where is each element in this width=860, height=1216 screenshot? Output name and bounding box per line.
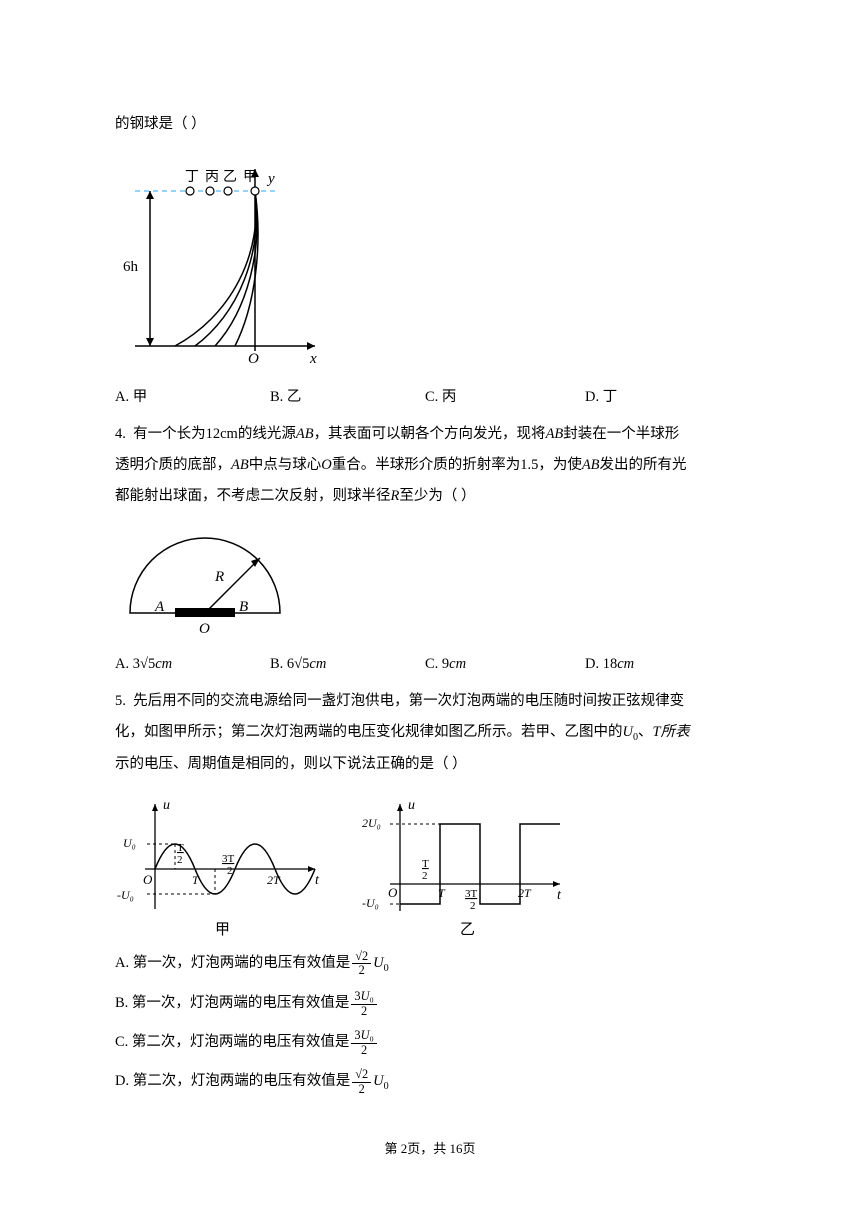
svg-text:2: 2 — [422, 870, 428, 882]
svg-text:U₀: U₀ — [123, 836, 136, 850]
q5-line1: 5. 先后用不同的交流电源给同一盏灯泡供电，第一次灯泡两端的电压随时间按正弦规律… — [115, 687, 745, 716]
svg-text:T: T — [438, 886, 446, 900]
q4-opt-d[interactable]: D. 18cm — [585, 650, 745, 679]
label-6h: 6h — [123, 259, 139, 275]
q4-figure: R A B O — [115, 523, 745, 638]
svg-text:T: T — [192, 873, 200, 887]
q5-charts: u t O U₀ -U₀ T 2 T 3T 2 2T 甲 u t O 2U₀ -… — [115, 789, 745, 939]
svg-text:2: 2 — [177, 854, 183, 866]
svg-text:3T: 3T — [222, 853, 235, 865]
q4-line3: 都能射出球面，不考虑二次反射，则球半径R至少为（ ） — [115, 482, 745, 511]
svg-text:3T: 3T — [465, 888, 478, 900]
label-y: y — [266, 171, 275, 187]
svg-text:2T: 2T — [518, 886, 532, 900]
page-footer: 第 2页，共 16页 — [0, 1136, 860, 1162]
q5-opt-b[interactable]: B. 第一次，灯泡两端的电压有效值是3U₀2 — [115, 989, 745, 1018]
label-A: A — [154, 599, 165, 615]
svg-text:-U₀: -U₀ — [362, 896, 379, 910]
chart-yi: u t O 2U₀ -U₀ T 2 T 3T 2 2T 乙 — [360, 789, 575, 939]
label-B: B — [239, 599, 248, 615]
label-bing: 丙 — [205, 170, 219, 185]
q4-opt-a[interactable]: A. 3√5cm — [115, 650, 270, 679]
svg-text:t: t — [557, 888, 562, 903]
q3-opt-b[interactable]: B. 乙 — [270, 383, 425, 412]
svg-text:t: t — [315, 873, 320, 888]
q4-line1: 4. 有一个长为12cm的线光源AB，其表面可以朝各个方向发光，现将AB封装在一… — [115, 420, 745, 449]
q5-line2: 化，如图甲所示；第二次灯泡两端的电压变化规律如图乙所示。若甲、乙图中的U0、T所… — [115, 718, 745, 748]
svg-text:2U₀: 2U₀ — [362, 816, 381, 830]
svg-text:-U₀: -U₀ — [117, 888, 134, 902]
label-jia: 甲 — [243, 170, 257, 185]
svg-text:O: O — [388, 885, 398, 900]
q5-opt-d[interactable]: D. 第二次，灯泡两端的电压有效值是√22U0 — [115, 1067, 745, 1097]
q4-opt-c[interactable]: C. 9cm — [425, 650, 585, 679]
q4-options: A. 3√5cm B. 6√5cm C. 9cm D. 18cm — [115, 650, 745, 679]
q4-opt-b[interactable]: B. 6√5cm — [270, 650, 425, 679]
q4-line2: 透明介质的底部，AB中点与球心O重合。半球形介质的折射率为1.5，为使AB发出的… — [115, 451, 745, 480]
q3-figure: 丁 丙 乙 甲 y x O 6h — [115, 151, 745, 371]
q3-options: A. 甲 B. 乙 C. 丙 D. 丁 — [115, 383, 745, 412]
q5-line3: 示的电压、周期值是相同的，则以下说法正确的是（ ） — [115, 750, 745, 779]
label-O: O — [248, 351, 259, 367]
q3-opt-d[interactable]: D. 丁 — [585, 383, 745, 412]
label-x: x — [309, 351, 317, 367]
label-ding: 丁 — [185, 170, 199, 185]
svg-text:T: T — [177, 842, 184, 854]
chart-jia: u t O U₀ -U₀ T 2 T 3T 2 2T 甲 — [115, 789, 330, 939]
svg-text:2: 2 — [470, 900, 476, 912]
svg-text:2: 2 — [227, 865, 233, 877]
q5-opt-c[interactable]: C. 第二次，灯泡两端的电压有效值是3U₀2 — [115, 1028, 745, 1057]
q3-opt-c[interactable]: C. 丙 — [425, 383, 585, 412]
q3-fragment: 的钢球是（ ） — [115, 110, 745, 139]
svg-text:O: O — [143, 872, 153, 887]
label-O: O — [199, 621, 210, 637]
label-R: R — [214, 569, 224, 585]
svg-text:u: u — [408, 798, 415, 813]
q3-opt-a[interactable]: A. 甲 — [115, 383, 270, 412]
svg-text:2T: 2T — [267, 873, 281, 887]
q5-opt-a[interactable]: A. 第一次，灯泡两端的电压有效值是√22U0 — [115, 949, 745, 979]
label-yi: 乙 — [223, 169, 237, 185]
svg-text:u: u — [163, 798, 170, 813]
svg-text:甲: 甲 — [215, 922, 230, 938]
svg-text:乙: 乙 — [460, 922, 475, 938]
svg-text:T: T — [422, 858, 429, 870]
